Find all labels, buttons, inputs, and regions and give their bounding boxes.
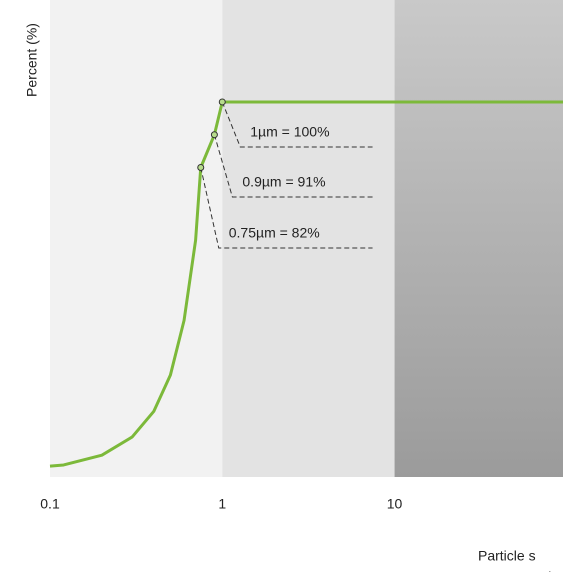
annotation-point <box>218 98 226 106</box>
annotation: 1µm = 100% <box>250 124 329 140</box>
annotation-point <box>197 163 205 171</box>
band <box>50 0 223 477</box>
x-tick-label: 0.1 <box>40 496 60 512</box>
x-axis-label: Particle s <box>478 548 536 564</box>
x-axis-unit: (µ <box>546 569 559 572</box>
leader-line <box>221 101 373 148</box>
line <box>49 100 563 468</box>
x-tick-label: 1 <box>218 496 226 512</box>
leader-line <box>200 167 373 249</box>
band <box>222 0 395 477</box>
x-tick-label: 10 <box>387 496 403 512</box>
leader-line <box>213 134 373 198</box>
annotation: 0.75µm = 82% <box>229 225 320 241</box>
annotation-point <box>210 131 218 139</box>
y-axis-label: Percent (%) <box>24 23 40 97</box>
annotation: 0.9µm = 91% <box>242 174 325 190</box>
band <box>394 0 563 477</box>
